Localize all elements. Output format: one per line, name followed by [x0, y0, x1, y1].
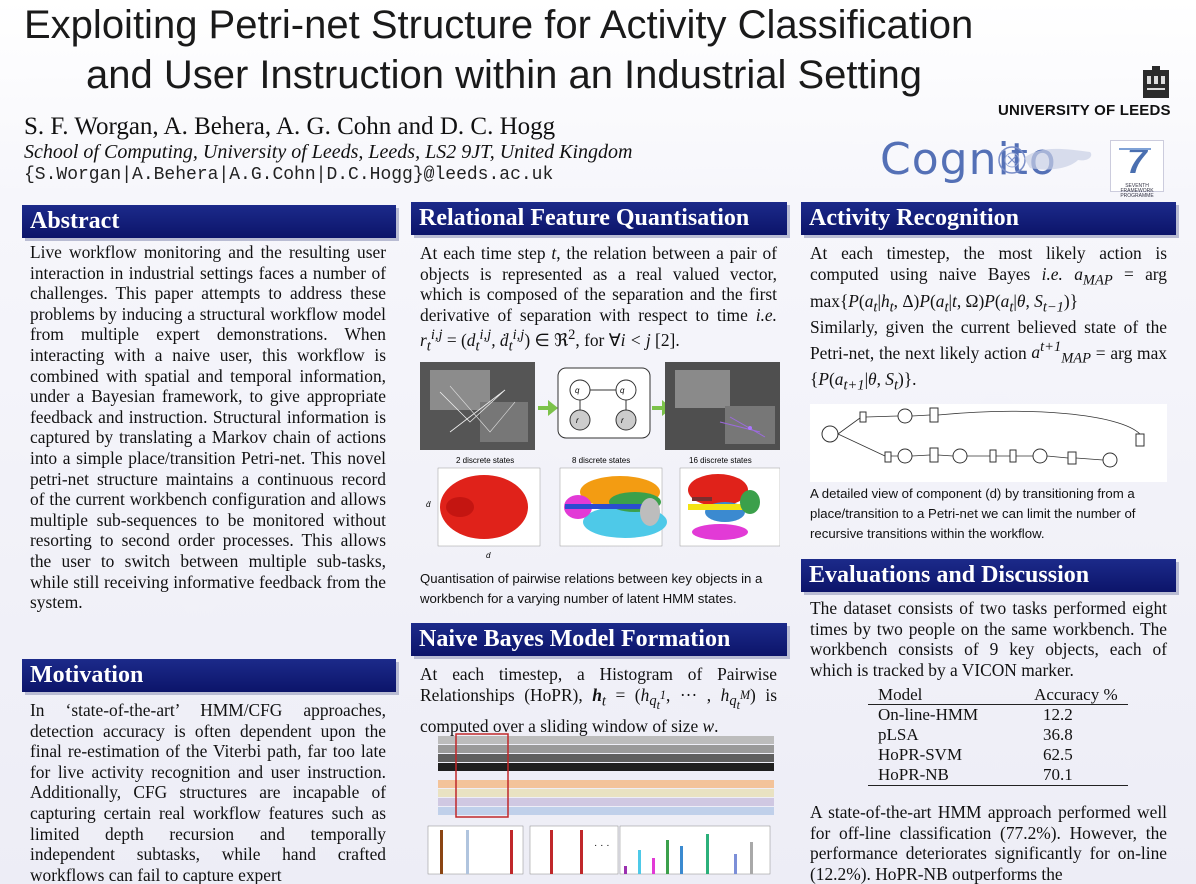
emails: {S.Worgan|A.Behera|A.G.Cohn|D.C.Hogg}@le… — [24, 165, 554, 185]
naive-bayes-text: At each timestep, a Histogram of Pairwis… — [420, 664, 777, 736]
plot-label-2: 8 discrete states — [572, 456, 630, 465]
state-sequence-rows — [438, 733, 774, 818]
table-cell-accuracy: 70.1 — [988, 765, 1128, 786]
arrow-icon — [538, 400, 558, 416]
hopr-figure: · · · — [427, 733, 774, 875]
table-row: On-line-HMM 12.2 — [868, 705, 1128, 726]
activity-heading: Activity Recognition — [801, 202, 1176, 235]
sliding-window — [455, 733, 509, 818]
plot-label-1: 2 discrete states — [456, 456, 514, 465]
title-line-2: and User Instruction within an Industria… — [86, 53, 922, 97]
plot-label-3: 16 discrete states — [689, 456, 752, 465]
table-header-model: Model — [868, 685, 989, 705]
scatter-plot-2-states: ḋ d — [426, 467, 541, 560]
svg-text:q: q — [620, 386, 625, 395]
university-name: UNIVERSITY OF LEEDS — [998, 102, 1171, 119]
svg-text:· · ·: · · · — [594, 840, 610, 851]
svg-text:q: q — [575, 386, 580, 395]
leeds-tower-icon — [1143, 66, 1169, 98]
svg-text:7: 7 — [1127, 141, 1149, 179]
abstract-text: Live workflow monitoring and the resulti… — [30, 242, 386, 613]
table-row: pLSA 36.8 — [868, 725, 1128, 745]
table-cell-accuracy: 62.5 — [1043, 745, 1073, 764]
authors: S. F. Worgan, A. Behera, A. G. Cohn and … — [24, 113, 556, 140]
table-cell-accuracy: 12.2 — [1043, 705, 1073, 724]
scatter-plot-16-states — [679, 467, 780, 547]
relational-text: At each time step t, the relation betwee… — [420, 243, 777, 355]
svg-text:d: d — [486, 551, 491, 560]
table-cell-accuracy: 36.8 — [1043, 725, 1073, 744]
table-row: HoPR-NB 70.1 — [868, 765, 1128, 786]
evaluation-text-2: A state-of-the-art HMM approach performe… — [810, 802, 1167, 884]
svg-text:r: r — [621, 416, 624, 425]
table-cell-model: HoPR-SVM — [878, 745, 963, 764]
table-cell-model: HoPR-NB — [868, 765, 989, 786]
relational-figure: q q r r 2 discrete states 8 discrete sta… — [420, 362, 780, 560]
activity-caption: A detailed view of component (d) by tran… — [810, 486, 1136, 541]
svg-text:r: r — [576, 416, 579, 425]
petri-net-diagram — [810, 404, 1167, 482]
table-header-accuracy: Accuracy % — [988, 685, 1128, 705]
fp7-text: SEVENTH FRAMEWORK PROGRAMME — [1120, 183, 1154, 199]
table-cell-model: On-line-HMM — [878, 705, 979, 724]
table-row: HoPR-SVM 62.5 — [868, 745, 1128, 765]
evaluation-heading: Evaluations and Discussion — [801, 559, 1176, 592]
fp7-icon: 7 — [1119, 140, 1151, 181]
title-line-1: Exploiting Petri-net Structure for Activ… — [24, 3, 974, 47]
fp7-logo: 7 SEVENTH FRAMEWORK PROGRAMME — [1110, 140, 1164, 199]
activity-text-1: At each timestep, the most likely action… — [810, 243, 1167, 316]
svg-text:ḋ: ḋ — [426, 500, 431, 509]
activity-text-2: Similarly, given the current believed st… — [810, 317, 1167, 394]
motivation-heading: Motivation — [22, 659, 396, 692]
motivation-text: In ‘state-of-the-art’ HMM/CFG approaches… — [30, 700, 386, 884]
relational-heading: Relational Feature Quantisation — [411, 202, 787, 235]
accuracy-table: Model Accuracy % On-line-HMM 12.2 pLSA 3… — [868, 685, 1128, 786]
cognito-hand-icon — [998, 146, 1092, 174]
naive-bayes-heading: Naive Bayes Model Formation — [411, 623, 787, 656]
affiliation: School of Computing, University of Leeds… — [24, 141, 633, 163]
relational-caption: Quantisation of pairwise relations betwe… — [420, 571, 763, 606]
abstract-heading: Abstract — [22, 205, 396, 238]
table-cell-model: pLSA — [878, 725, 919, 744]
scatter-plot-8-states — [559, 467, 667, 547]
histogram-bars: · · · — [427, 825, 771, 875]
hmm-diagram — [557, 367, 651, 439]
evaluation-text-1: The dataset consists of two tasks perfor… — [810, 598, 1167, 680]
